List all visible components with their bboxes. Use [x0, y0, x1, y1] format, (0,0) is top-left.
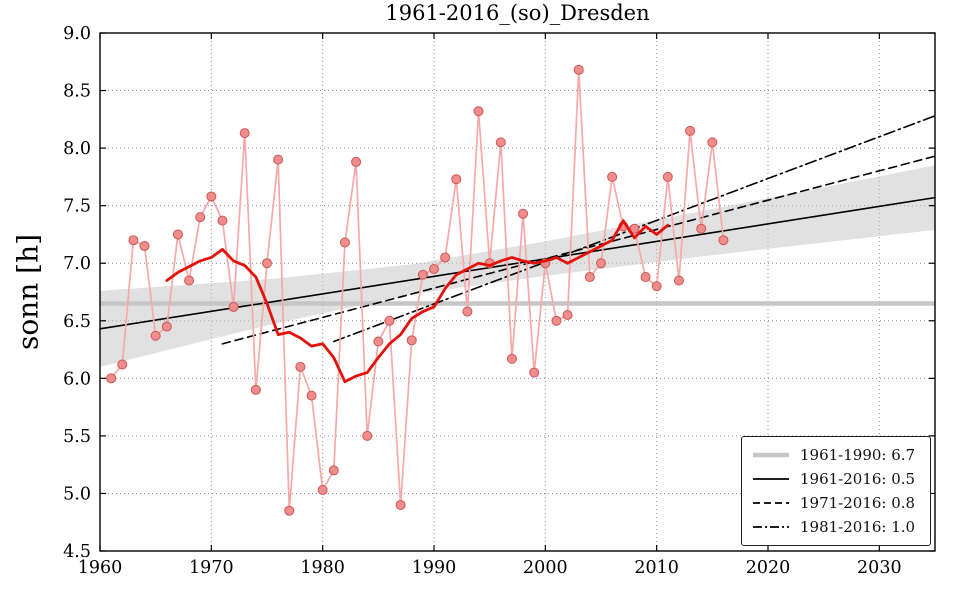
legend-label-mean: 1961-1990: 6.7	[800, 446, 916, 464]
data-point-marker	[429, 263, 439, 274]
mean-line-sample-icon	[753, 452, 789, 458]
data-point-marker	[573, 64, 584, 75]
data-point-marker	[306, 390, 317, 401]
data-point-marker	[339, 237, 350, 248]
legend: 1961-1990: 6.7 1961-2016: 0.5 1971-2016:…	[741, 436, 931, 546]
x-tick-label: 2000	[523, 558, 568, 578]
data-point-marker	[150, 330, 161, 341]
y-axis-label: sonn [h]	[11, 233, 45, 351]
data-point-marker	[228, 301, 239, 312]
x-tick-label: 2030	[857, 558, 902, 578]
data-point-marker	[473, 106, 484, 117]
data-point-marker	[562, 310, 573, 321]
data-point-marker	[673, 275, 684, 286]
legend-label-trend-1961-2016: 1961-2016: 0.5	[800, 470, 916, 488]
data-point-marker	[718, 235, 729, 246]
data-point-marker	[295, 361, 306, 372]
y-tick-label: 5.0	[63, 484, 91, 504]
series-smoothed-running-mean	[165, 219, 670, 384]
data-point-marker	[607, 171, 618, 182]
legend-item-mean-1961-1990: 1961-1990: 6.7	[751, 444, 921, 466]
data-point-marker	[462, 306, 473, 317]
x-tick-label: 1960	[78, 558, 123, 578]
dashdot-line-sample-icon	[753, 526, 789, 528]
data-point-marker	[373, 336, 384, 347]
data-point-marker	[106, 373, 117, 384]
y-tick-label: 6.5	[63, 312, 91, 332]
y-tick-label: 5.5	[63, 427, 91, 447]
data-point-marker	[128, 235, 139, 246]
axes-frame	[99, 32, 936, 552]
data-point-marker	[584, 272, 595, 283]
data-point-marker	[696, 223, 707, 234]
chart-title: 1961-2016_(so)_Dresden	[385, 1, 650, 25]
tick-labels: 1960 1970 1980 1990 2000 2010 2020 2030 4.5 5.0 5.…	[63, 24, 901, 578]
data-point-marker	[529, 367, 540, 378]
data-point-marker	[551, 315, 562, 326]
data-point-marker	[161, 321, 172, 332]
y-tick-label: 7.0	[63, 254, 91, 274]
x-tick-label: 1980	[300, 558, 345, 578]
x-tick-label: 2010	[634, 558, 679, 578]
y-tick-label: 8.0	[63, 139, 91, 159]
data-point-marker	[518, 208, 529, 219]
data-point-marker	[451, 174, 462, 185]
dashed-line-sample-icon	[753, 502, 789, 504]
series-trend-1961-2016	[99, 196, 936, 330]
data-point-marker	[328, 465, 339, 476]
y-tick-label: 4.5	[63, 542, 91, 562]
data-point-marker	[184, 275, 195, 286]
data-point-marker	[440, 252, 451, 263]
x-tick-label: 2020	[746, 558, 791, 578]
y-tick-label: 8.5	[63, 82, 91, 102]
legend-label-trend-1971-2016: 1971-2016: 0.8	[800, 494, 916, 512]
legend-item-trend-1961-2016: 1961-2016: 0.5	[751, 468, 921, 490]
y-tick-label: 6.0	[63, 369, 91, 389]
x-tick-label: 1970	[189, 558, 234, 578]
data-point-marker	[417, 269, 428, 280]
data-point-marker	[640, 272, 651, 283]
data-point-marker	[351, 156, 362, 167]
data-point-marker	[506, 353, 517, 364]
legend-item-trend-1971-2016: 1971-2016: 0.8	[751, 492, 921, 514]
data-point-marker	[317, 484, 328, 495]
x-tick-label: 1990	[412, 558, 457, 578]
legend-item-trend-1981-2016: 1981-2016: 1.0	[751, 516, 921, 538]
data-point-marker	[117, 359, 128, 370]
data-point-marker	[685, 125, 696, 136]
data-point-marker	[139, 240, 150, 251]
data-point-marker	[395, 499, 406, 510]
data-point-marker	[206, 191, 217, 202]
data-point-marker	[406, 335, 417, 346]
data-point-marker	[662, 171, 673, 182]
data-point-marker	[284, 505, 295, 516]
solid-line-sample-icon	[753, 478, 789, 480]
data-point-marker	[707, 137, 718, 148]
data-point-marker	[239, 128, 250, 139]
data-point-marker	[195, 212, 206, 223]
data-point-marker	[172, 229, 183, 240]
y-tick-label: 9.0	[63, 24, 91, 44]
data-point-marker	[651, 281, 662, 292]
data-point-marker	[273, 154, 284, 165]
data-point-marker	[384, 315, 395, 326]
data-point-marker	[250, 384, 261, 395]
y-tick-label: 7.5	[63, 197, 91, 217]
data-point-marker	[262, 258, 272, 269]
data-point-marker	[362, 430, 373, 441]
data-point-marker	[217, 215, 228, 226]
data-point-marker	[596, 258, 606, 269]
legend-label-trend-1981-2016: 1981-2016: 1.0	[800, 518, 916, 536]
data-point-marker	[495, 137, 506, 148]
